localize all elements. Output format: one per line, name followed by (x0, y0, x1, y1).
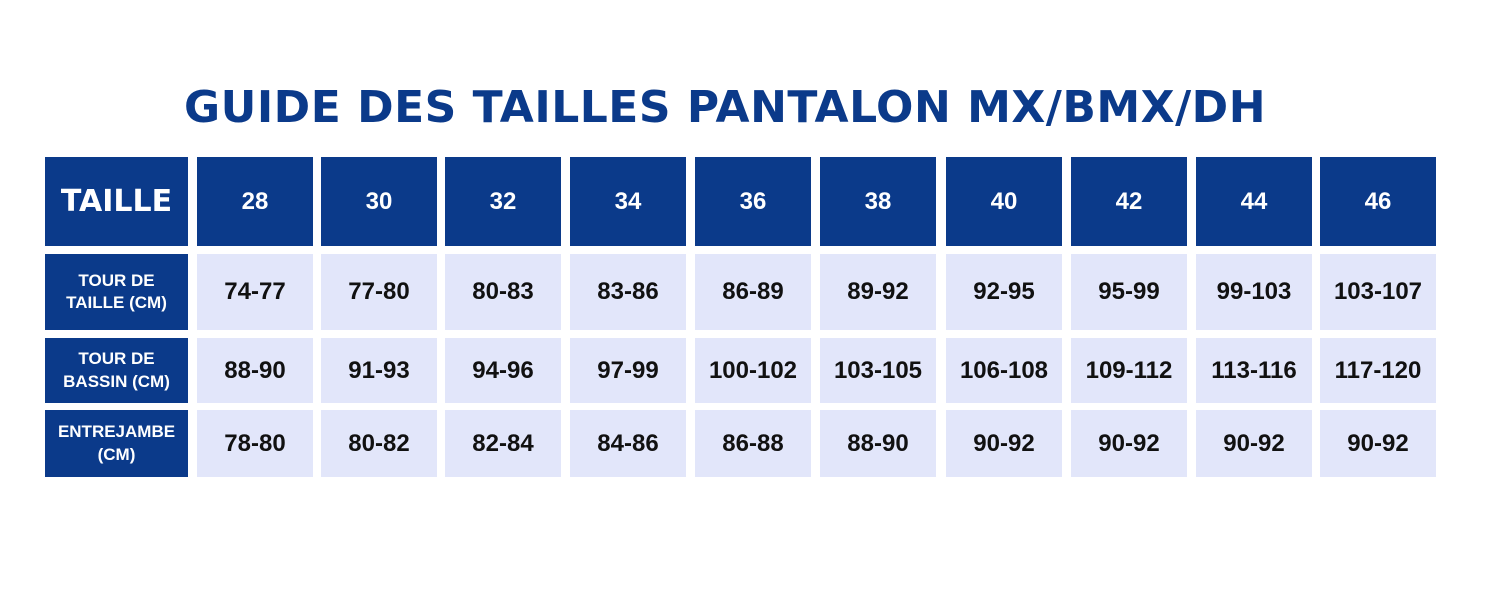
table-cell: 100-102 (695, 338, 811, 403)
table-cell: 90-92 (946, 410, 1062, 477)
row-label: TOUR DE BASSIN (CM) (45, 338, 188, 403)
table-cell: 77-80 (321, 254, 437, 330)
size-header-cell: 30 (321, 157, 437, 246)
size-header-cell: 34 (570, 157, 686, 246)
table-cell: 103-105 (820, 338, 936, 403)
row-label-line: (CM) (97, 444, 136, 464)
table-cell: 92-95 (946, 254, 1062, 330)
table-cell: 103-107 (1320, 254, 1436, 330)
table-cell: 106-108 (946, 338, 1062, 403)
row-label-line: TAILLE (CM) (66, 293, 167, 312)
table-cell: 97-99 (570, 338, 686, 403)
table-cell: 86-88 (695, 410, 811, 477)
size-header-label: TAILLE (45, 157, 188, 246)
size-header-cell: 38 (820, 157, 936, 246)
size-header-cell: 32 (445, 157, 561, 246)
row-label-line: TOUR DE (78, 270, 155, 290)
size-header-cell: 44 (1196, 157, 1312, 246)
size-header-cell: 28 (197, 157, 313, 246)
table-cell: 90-92 (1320, 410, 1436, 477)
size-header-cell: 36 (695, 157, 811, 246)
row-label: ENTREJAMBE (CM) (45, 410, 188, 477)
table-cell: 88-90 (197, 338, 313, 403)
page-title: GUIDE DES TAILLES PANTALON MX/BMX/DH (183, 82, 1267, 133)
size-header-cell: 46 (1320, 157, 1436, 246)
table-cell: 117-120 (1320, 338, 1436, 403)
table-cell: 91-93 (321, 338, 437, 403)
table-cell: 80-83 (445, 254, 561, 330)
size-header-cell: 40 (946, 157, 1062, 246)
table-cell: 113-116 (1196, 338, 1312, 403)
table-cell: 80-82 (321, 410, 437, 477)
table-cell: 84-86 (570, 410, 686, 477)
table-cell: 109-112 (1071, 338, 1187, 403)
row-label-line: TOUR DE (78, 349, 155, 369)
table-cell: 74-77 (197, 254, 313, 330)
row-label-line: BASSIN (CM) (63, 371, 170, 391)
table-cell: 94-96 (445, 338, 561, 403)
table-cell: 89-92 (820, 254, 936, 330)
table-cell: 86-89 (695, 254, 811, 330)
table-cell: 99-103 (1196, 254, 1312, 330)
table-cell: 82-84 (445, 410, 561, 477)
table-cell: 95-99 (1071, 254, 1187, 330)
table-cell: 78-80 (197, 410, 313, 477)
table-cell: 88-90 (820, 410, 936, 477)
row-label-line: ENTREJAMBE (57, 422, 176, 442)
table-cell: 90-92 (1196, 410, 1312, 477)
table-cell: 83-86 (570, 254, 686, 330)
size-header-cell: 42 (1071, 157, 1187, 246)
row-label: TOUR DE TAILLE (CM) (45, 254, 188, 330)
table-cell: 90-92 (1071, 410, 1187, 477)
